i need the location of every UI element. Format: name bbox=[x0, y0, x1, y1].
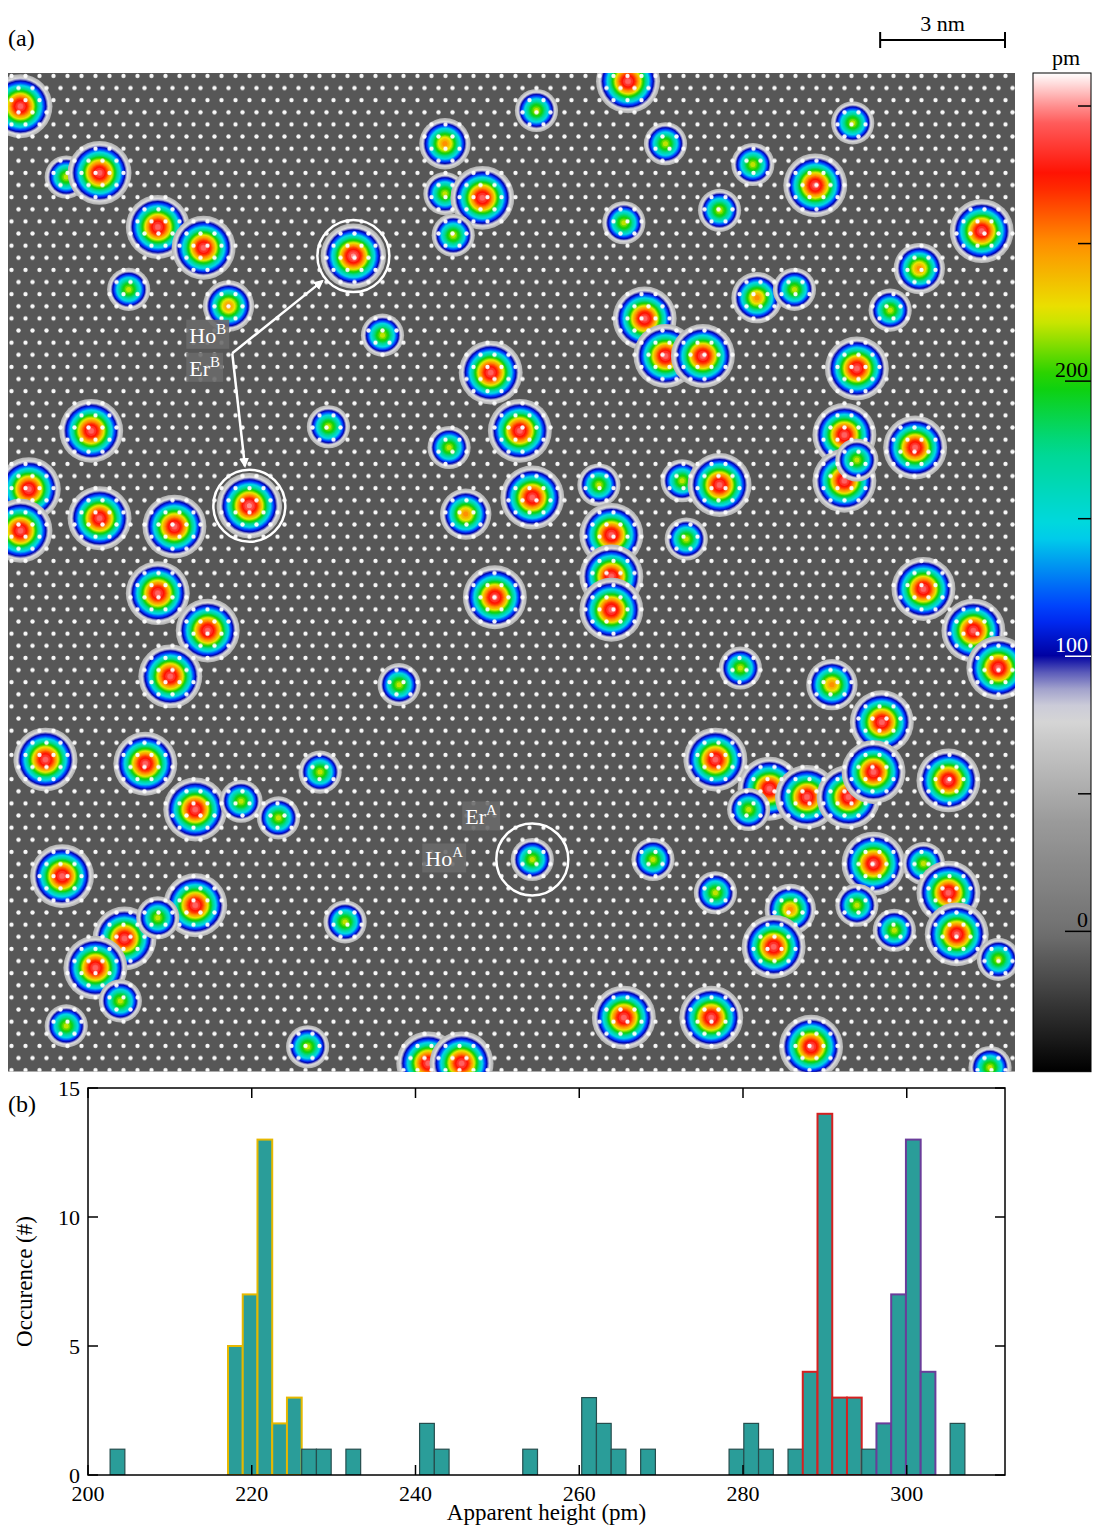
stm-image bbox=[8, 73, 1015, 1072]
image-ground bbox=[8, 73, 1015, 1072]
panel-label: (a) bbox=[8, 25, 35, 51]
figure: (a)HoBErBErAHoA3 nmpm0100200(b)200220240… bbox=[0, 0, 1097, 1530]
